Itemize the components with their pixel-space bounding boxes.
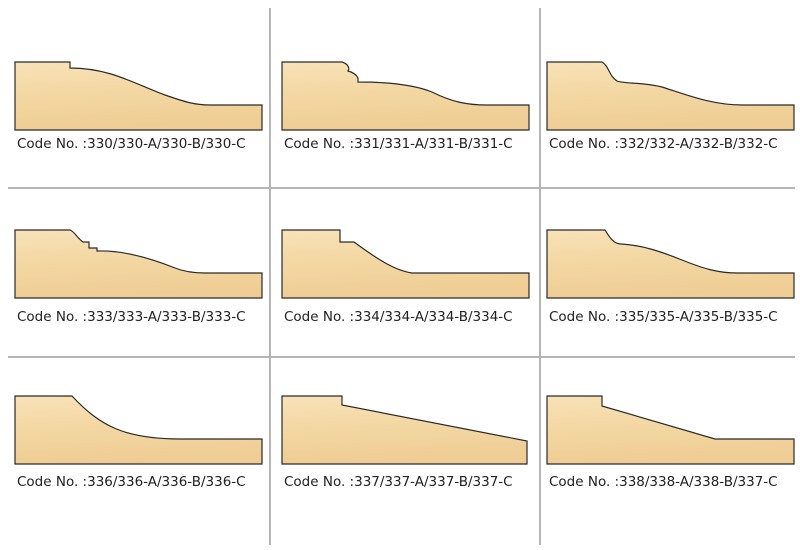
product-code: Code No. :338/338-A/338-B/337-C xyxy=(549,474,778,490)
wood-profile xyxy=(281,395,528,465)
wood-profile xyxy=(281,61,530,131)
product-code: Code No. :331/331-A/331-B/331-C xyxy=(284,136,513,152)
product-code: Code No. :333/333-A/333-B/333-C xyxy=(17,309,246,325)
wood-profile xyxy=(546,61,795,131)
product-code: Code No. :337/337-A/337-B/337-C xyxy=(284,474,513,490)
product-code: Code No. :332/332-A/332-B/332-C xyxy=(549,136,778,152)
wood-profile xyxy=(14,229,263,299)
product-code: Code No. :336/336-A/336-B/336-C xyxy=(17,474,246,490)
wood-profile xyxy=(14,395,263,465)
product-code: Code No. :334/334-A/334-B/334-C xyxy=(284,309,513,325)
wood-profile xyxy=(546,395,795,465)
product-code: Code No. :335/335-A/335-B/335-C xyxy=(549,309,778,325)
wood-profile xyxy=(281,229,530,299)
product-code: Code No. :330/330-A/330-B/330-C xyxy=(17,136,246,152)
wood-profile xyxy=(546,229,795,299)
wood-profile xyxy=(14,61,263,131)
